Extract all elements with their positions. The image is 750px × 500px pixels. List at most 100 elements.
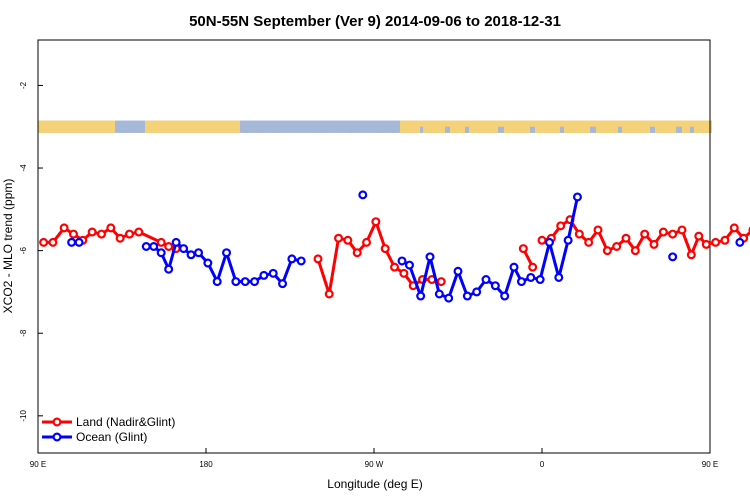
land-point — [324, 289, 334, 299]
ocean-point — [358, 190, 368, 200]
ocean-point — [500, 291, 510, 301]
land-point — [39, 237, 49, 247]
land-point — [380, 244, 390, 254]
ocean-point — [554, 272, 564, 282]
ocean-point — [434, 289, 444, 299]
chart-title: 50N-55N September (Ver 9) 2014-09-06 to … — [189, 13, 561, 30]
x-tick-label: 90 E — [702, 460, 718, 469]
land-point — [711, 237, 721, 247]
x-tick-label: 180 — [199, 460, 213, 469]
ocean-point — [416, 291, 426, 301]
ocean-point — [462, 291, 472, 301]
ocean-point — [171, 237, 181, 247]
ocean-point — [544, 237, 554, 247]
strip-ocean-speck — [420, 126, 423, 133]
ocean-point — [572, 192, 582, 202]
land-point — [677, 225, 687, 235]
land-point — [343, 235, 353, 245]
land-point — [537, 235, 547, 245]
strip-ocean-speck — [676, 126, 682, 133]
strip-ocean-speck — [136, 126, 141, 133]
ocean-point — [231, 277, 241, 287]
legend-ocean-label: Ocean (Glint) — [76, 430, 147, 444]
land-point — [334, 233, 344, 243]
ocean-point — [194, 248, 204, 258]
y-tick-label: -4 — [19, 164, 28, 172]
land-point — [686, 250, 696, 260]
ocean-point — [453, 266, 463, 276]
ocean-point — [526, 272, 536, 282]
ocean-point — [296, 256, 306, 266]
land-series — [39, 215, 750, 299]
land-point — [59, 223, 69, 233]
ocean-point — [203, 258, 213, 268]
ocean-line — [401, 196, 579, 300]
land-point — [658, 227, 668, 237]
ocean-point — [287, 254, 297, 264]
ocean-point — [268, 268, 278, 278]
ocean-point — [222, 248, 232, 258]
land-point — [584, 237, 594, 247]
land-point — [612, 242, 622, 252]
strip-ocean-speck — [120, 126, 124, 133]
ocean-point — [516, 277, 526, 287]
strip-ocean-speck — [348, 126, 354, 133]
strip-land — [38, 120, 115, 133]
ocean-point — [668, 252, 678, 262]
ocean-point — [149, 242, 159, 252]
ocean-point — [179, 244, 189, 254]
land-ocean-strip — [38, 120, 712, 133]
ocean-point — [535, 275, 545, 285]
land-point — [640, 229, 650, 239]
strip-ocean-speck — [560, 126, 564, 133]
ocean-point — [735, 237, 745, 247]
land-point — [701, 239, 711, 249]
land-point — [602, 246, 612, 256]
strip-land — [400, 120, 712, 133]
strip-ocean-speck — [650, 126, 655, 133]
land-point — [68, 229, 78, 239]
land-point — [399, 268, 409, 278]
ocean-series — [67, 190, 745, 303]
land-point — [164, 242, 174, 252]
strip-ocean-speck — [244, 126, 250, 133]
strip-ocean-speck — [128, 126, 131, 133]
land-point — [649, 239, 659, 249]
land-point — [436, 277, 446, 287]
strip-ocean-speck — [392, 126, 396, 133]
land-point — [518, 244, 528, 254]
land-point — [106, 223, 116, 233]
strip-ocean-speck — [258, 126, 262, 133]
ocean-point — [212, 277, 222, 287]
y-tick-label: -10 — [19, 409, 28, 421]
land-point — [668, 229, 678, 239]
strip-ocean-speck — [618, 126, 622, 133]
ocean-point — [240, 277, 250, 287]
ocean-point — [259, 270, 269, 280]
land-point — [134, 227, 144, 237]
x-axis-label: Longitude (deg E) — [327, 477, 422, 491]
strip-ocean-speck — [530, 126, 535, 133]
strip-ocean-speck — [590, 126, 596, 133]
ocean-point — [509, 262, 519, 272]
ocean-point — [481, 275, 491, 285]
ocean-point — [250, 277, 260, 287]
ocean-point — [444, 293, 454, 303]
land-point — [48, 237, 58, 247]
land-point — [528, 262, 538, 272]
ocean-point — [490, 281, 500, 291]
legend-ocean-marker — [52, 432, 62, 442]
y-tick-label: -6 — [19, 247, 28, 255]
strip-ocean-speck — [272, 126, 277, 133]
ocean-point — [67, 237, 77, 247]
strip-ocean-speck — [318, 126, 324, 133]
ocean-point — [164, 264, 174, 274]
land-point — [115, 233, 125, 243]
ocean-point — [278, 279, 288, 289]
ocean-point — [404, 260, 414, 270]
plot-frame — [37, 39, 711, 454]
land-point — [352, 248, 362, 258]
strip-ocean-speck — [445, 126, 450, 133]
land-point — [87, 227, 97, 237]
